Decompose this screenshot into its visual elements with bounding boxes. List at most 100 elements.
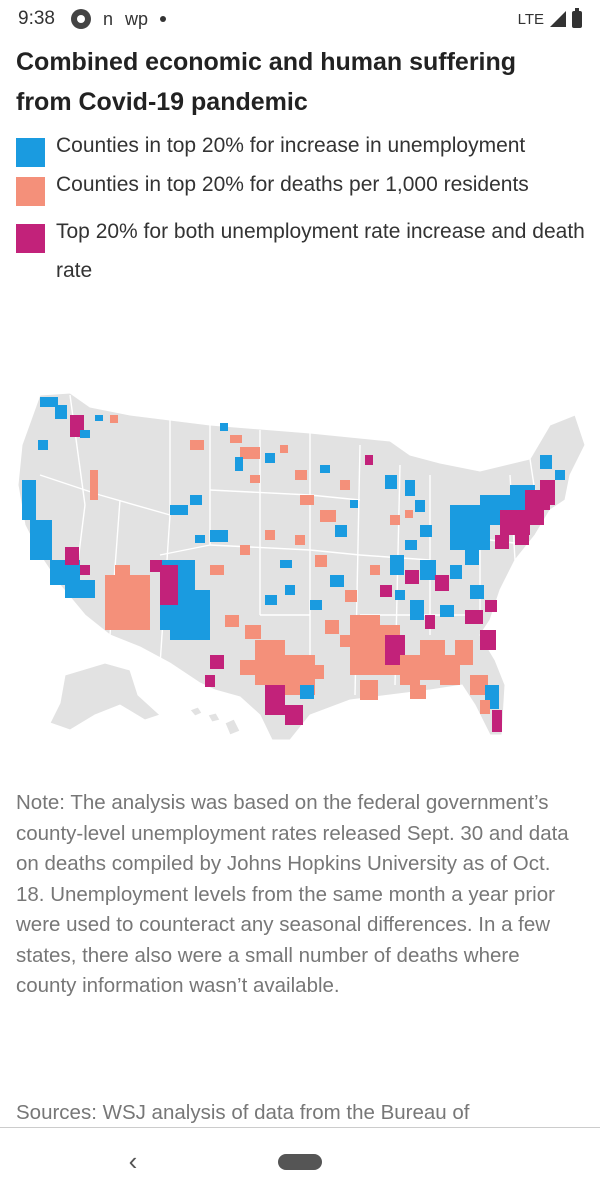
county-mark xyxy=(435,575,449,591)
legend-label: Top 20% for both unemployment rate incre… xyxy=(56,220,585,282)
county-mark xyxy=(38,440,48,450)
county-mark xyxy=(295,470,307,480)
chart-title: Combined economic and human suffering fr… xyxy=(16,48,517,116)
county-mark xyxy=(115,565,130,580)
county-mark xyxy=(492,710,502,732)
chrome-icon xyxy=(70,9,91,29)
legend-swatch-blue xyxy=(16,138,45,167)
legend-swatch-salmon xyxy=(16,177,45,206)
legend-swatch-magenta xyxy=(16,224,45,253)
county-mark xyxy=(395,590,405,600)
county-mark xyxy=(330,575,344,587)
battery-icon xyxy=(572,7,582,28)
washington-post-icon: wp xyxy=(125,8,149,29)
state-border-line xyxy=(209,489,311,496)
notification-icons: n wp xyxy=(70,8,167,30)
status-right: LTE xyxy=(518,7,582,28)
county-mark xyxy=(65,547,79,565)
county-mark xyxy=(210,530,228,542)
nyt-n-icon: n xyxy=(102,8,113,29)
county-mark xyxy=(405,510,413,518)
county-mark xyxy=(470,675,488,695)
county-marks xyxy=(22,397,565,732)
county-mark xyxy=(280,560,292,568)
county-mark xyxy=(405,540,417,550)
county-mark xyxy=(470,585,484,599)
county-mark xyxy=(90,470,98,500)
county-mark xyxy=(405,480,415,496)
county-mark xyxy=(285,585,295,595)
legend-item-unemployment: Counties in top 20% for increase in unem… xyxy=(16,126,586,167)
state-border-line xyxy=(309,494,361,501)
county-mark xyxy=(465,545,479,565)
county-mark xyxy=(265,685,285,715)
county-mark xyxy=(190,495,202,505)
county-mark xyxy=(55,405,67,419)
county-mark xyxy=(340,480,350,490)
us-county-map[interactable] xyxy=(10,385,590,755)
back-button[interactable]: ‹ xyxy=(128,1146,138,1176)
county-mark xyxy=(210,565,224,575)
county-mark xyxy=(530,505,544,525)
county-mark xyxy=(235,457,243,471)
county-mark xyxy=(150,560,162,572)
map-legend: Counties in top 20% for increase in unem… xyxy=(16,126,586,290)
county-mark xyxy=(335,525,347,537)
county-mark xyxy=(205,675,215,687)
county-mark xyxy=(240,447,260,459)
hawaii-shape xyxy=(189,706,241,736)
county-mark xyxy=(555,470,565,480)
county-mark xyxy=(410,685,426,699)
county-mark xyxy=(240,545,250,555)
state-border-line xyxy=(99,494,171,516)
legend-label: Counties in top 20% for increase in unem… xyxy=(56,134,526,157)
county-mark xyxy=(195,535,205,543)
county-mark xyxy=(425,615,435,629)
android-nav-bar: ‹ xyxy=(0,1128,600,1200)
county-mark xyxy=(440,605,454,617)
status-time: 9:38 xyxy=(18,8,55,29)
county-mark xyxy=(465,610,483,624)
county-mark xyxy=(190,440,204,450)
state-border-line xyxy=(209,544,311,551)
nav-divider xyxy=(0,1127,600,1128)
county-mark xyxy=(265,530,275,540)
county-mark xyxy=(420,525,432,537)
county-mark xyxy=(40,397,58,407)
county-mark xyxy=(405,570,419,584)
county-mark xyxy=(210,655,224,669)
county-mark xyxy=(320,510,336,522)
alaska-shape xyxy=(49,662,161,731)
county-mark xyxy=(515,525,529,545)
county-mark xyxy=(480,630,496,650)
county-mark xyxy=(230,435,242,443)
county-mark xyxy=(310,600,322,610)
county-mark xyxy=(22,480,36,520)
county-mark xyxy=(295,535,305,545)
county-mark xyxy=(160,565,178,605)
legend-item-both: Top 20% for both unemployment rate incre… xyxy=(16,212,586,290)
county-mark xyxy=(110,415,118,423)
county-mark xyxy=(420,560,436,580)
county-mark xyxy=(390,555,404,575)
county-mark xyxy=(450,565,462,579)
county-mark xyxy=(310,665,324,679)
county-mark xyxy=(480,700,490,714)
county-mark xyxy=(385,475,397,489)
more-notifications-icon xyxy=(160,16,167,22)
county-mark xyxy=(320,465,330,473)
county-mark xyxy=(65,580,95,598)
county-mark xyxy=(240,660,256,675)
county-mark xyxy=(265,453,275,463)
map-svg xyxy=(17,392,586,741)
county-mark xyxy=(495,535,509,549)
state-border-line xyxy=(309,549,361,556)
county-mark xyxy=(415,500,425,512)
county-mark xyxy=(170,505,188,515)
home-pill-button[interactable] xyxy=(278,1154,322,1170)
county-mark xyxy=(105,575,150,630)
county-mark xyxy=(365,455,373,465)
county-mark xyxy=(455,640,473,665)
county-mark xyxy=(300,685,314,699)
county-mark xyxy=(300,495,314,505)
